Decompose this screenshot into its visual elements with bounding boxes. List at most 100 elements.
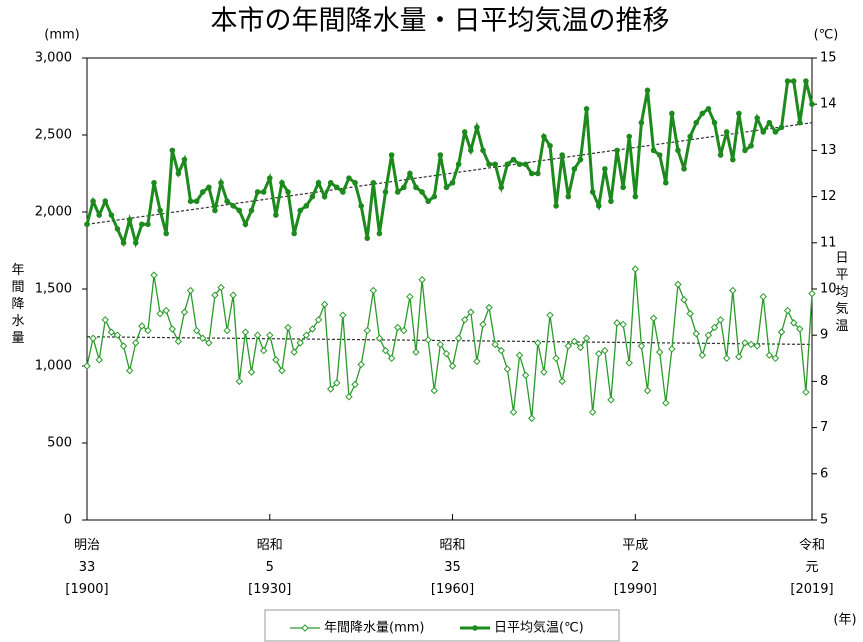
x-tick-label: 平成 2 [1990] (614, 538, 657, 597)
point (589, 189, 596, 195)
point (522, 161, 529, 168)
point (498, 184, 505, 191)
point (326, 385, 335, 393)
point (229, 291, 237, 299)
point (558, 377, 566, 386)
point (248, 207, 255, 214)
point (625, 359, 633, 367)
point (309, 193, 316, 200)
point (479, 320, 487, 329)
point (424, 336, 432, 344)
point (101, 316, 109, 324)
point (400, 326, 408, 335)
point (120, 240, 127, 246)
point (199, 189, 206, 195)
point (333, 379, 341, 387)
point (614, 147, 620, 154)
point (241, 328, 250, 336)
point (388, 152, 395, 158)
point (486, 161, 492, 168)
point (454, 334, 463, 342)
point (230, 203, 237, 209)
point (631, 265, 640, 273)
point (461, 316, 469, 324)
point (722, 354, 731, 363)
point (480, 147, 486, 154)
legend-label: 年間降水量(mm) (324, 621, 424, 636)
y2-tick-label: 9 (820, 328, 828, 343)
point (259, 346, 268, 355)
point (192, 326, 201, 335)
point (151, 179, 157, 186)
point (491, 340, 499, 349)
point (419, 189, 425, 195)
y-tick-label: 1,500 (35, 282, 72, 297)
point (272, 356, 280, 364)
y-tick-label: 3,000 (35, 51, 72, 66)
point (387, 354, 396, 363)
point (455, 161, 462, 168)
trend-line (86, 122, 813, 225)
point (321, 193, 328, 200)
point (89, 334, 97, 342)
point (266, 175, 273, 181)
y2-axis-label: 日平均気温 (835, 251, 848, 334)
point (662, 179, 669, 186)
point (351, 380, 359, 389)
point (546, 311, 554, 319)
point (735, 353, 743, 361)
point (156, 309, 164, 318)
point (717, 152, 724, 158)
point (436, 340, 445, 349)
point (273, 212, 279, 218)
point (144, 326, 152, 335)
point (199, 334, 207, 342)
point (687, 133, 693, 140)
point (394, 189, 401, 195)
point (223, 326, 231, 335)
point (279, 179, 285, 186)
point (442, 349, 451, 358)
point (515, 351, 524, 359)
point (345, 393, 353, 401)
point (235, 377, 244, 386)
point (747, 340, 755, 349)
point (448, 362, 457, 370)
point (381, 346, 390, 355)
point (809, 101, 815, 107)
point (497, 346, 505, 355)
point (675, 147, 681, 154)
point (577, 156, 584, 163)
y-tick-label: 1,000 (35, 359, 72, 374)
point (655, 348, 664, 356)
point (297, 207, 304, 214)
point (742, 147, 748, 154)
chart-title: 本市の年間降水量・日平均気温の推移 (211, 6, 670, 37)
point (181, 156, 188, 163)
point (413, 184, 419, 191)
point (535, 170, 541, 177)
point (570, 337, 579, 346)
point (145, 221, 151, 228)
y-tick-label: 500 (47, 436, 72, 451)
point (370, 179, 377, 186)
point (699, 110, 706, 117)
point (138, 322, 146, 330)
point (96, 212, 102, 218)
point (741, 339, 749, 347)
point (418, 276, 426, 284)
point (320, 300, 329, 309)
point (83, 362, 91, 370)
point (547, 142, 553, 149)
point (632, 193, 639, 200)
y-tick-label: 2,000 (35, 205, 72, 220)
y2-tick-label: 14 (820, 97, 837, 112)
point (315, 179, 322, 186)
point (187, 198, 194, 205)
point (637, 342, 646, 350)
point (467, 308, 475, 316)
point (680, 296, 688, 304)
point (729, 156, 736, 163)
point (753, 342, 761, 350)
point (301, 624, 309, 632)
